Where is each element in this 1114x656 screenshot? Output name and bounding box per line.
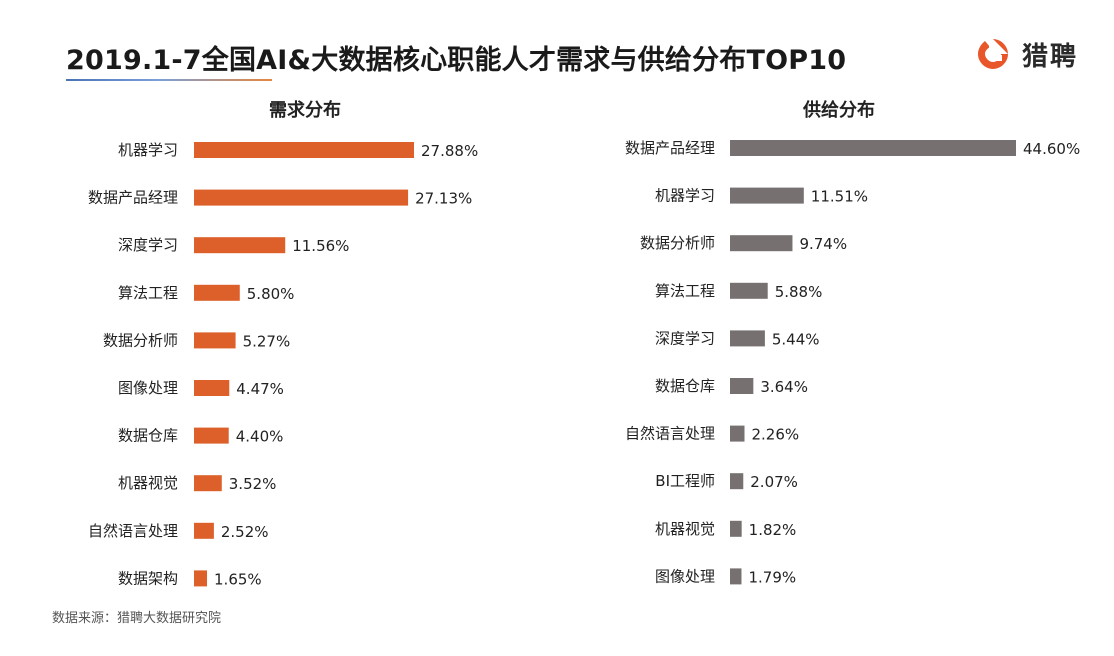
supply-category-label: 机器视觉 — [655, 520, 715, 538]
demand-value-label: 3.52% — [229, 475, 277, 493]
demand-bar — [194, 189, 409, 206]
supply-bar — [730, 473, 744, 490]
demand-category-label: 机器学习 — [118, 141, 178, 159]
supply-bar — [730, 425, 745, 442]
demand-category-label: 算法工程 — [118, 284, 178, 302]
brand-logo: 猎聘 — [976, 36, 1078, 72]
supply-category-label: 深度学习 — [655, 329, 715, 347]
supply-value-label: 2.26% — [751, 426, 799, 444]
supply-bar — [730, 187, 804, 204]
supply-bar — [730, 520, 742, 537]
data-source-note: 数据来源：猎聘大数据研究院 — [52, 611, 222, 626]
supply-bar — [730, 282, 768, 299]
supply-value-label: 2.07% — [750, 473, 798, 491]
demand-category-label: 自然语言处理 — [88, 522, 178, 540]
liepin-logo-icon — [978, 39, 1008, 69]
demand-chart-title: 需求分布 — [269, 100, 341, 121]
supply-category-label: 数据分析师 — [640, 234, 715, 252]
demand-bar — [194, 570, 208, 587]
supply-bar — [730, 235, 793, 252]
demand-bar — [194, 475, 222, 492]
supply-category-label: 算法工程 — [655, 282, 715, 300]
demand-value-label: 27.13% — [415, 190, 472, 208]
demand-category-label: 机器视觉 — [118, 474, 178, 492]
supply-category-label: 数据仓库 — [655, 377, 715, 395]
demand-bar — [194, 522, 214, 539]
demand-value-label: 4.47% — [236, 380, 284, 398]
supply-bar — [730, 568, 742, 585]
title-underline — [66, 79, 272, 81]
demand-bar — [194, 380, 230, 396]
supply-bar — [730, 378, 754, 394]
demand-bar — [194, 332, 236, 349]
supply-value-label: 9.74% — [799, 235, 847, 253]
demand-bar — [194, 284, 240, 301]
supply-value-label: 44.60% — [1023, 140, 1080, 158]
supply-value-label: 1.79% — [748, 568, 796, 586]
demand-value-label: 2.52% — [221, 523, 269, 541]
demand-category-label: 图像处理 — [118, 379, 178, 397]
demand-bar — [194, 142, 414, 158]
logo-text: 猎聘 — [1022, 41, 1079, 72]
demand-value-label: 1.65% — [214, 570, 262, 588]
demand-category-label: 数据产品经理 — [88, 189, 178, 207]
page-title: 2019.1-7全国AI&大数据核心职能人才需求与供给分布TOP10 — [66, 45, 847, 76]
demand-bar — [194, 427, 229, 444]
demand-value-label: 5.80% — [247, 285, 295, 303]
demand-category-label: 数据仓库 — [118, 427, 178, 445]
supply-category-label: 图像处理 — [655, 567, 715, 585]
demand-category-label: 深度学习 — [118, 236, 178, 254]
supply-category-label: BI工程师 — [655, 472, 715, 490]
demand-category-label: 数据分析师 — [103, 331, 178, 349]
supply-bar — [730, 330, 765, 347]
supply-bar — [730, 140, 1016, 156]
supply-value-label: 5.44% — [772, 330, 820, 348]
demand-value-label: 4.40% — [236, 428, 284, 446]
supply-chart-title: 供给分布 — [803, 100, 875, 121]
supply-value-label: 5.88% — [775, 283, 823, 301]
supply-category-label: 机器学习 — [655, 187, 715, 205]
demand-value-label: 11.56% — [292, 237, 349, 255]
demand-bar — [194, 237, 286, 254]
demand-value-label: 5.27% — [243, 332, 291, 350]
supply-value-label: 3.64% — [760, 378, 808, 396]
supply-category-label: 自然语言处理 — [625, 425, 715, 443]
demand-value-label: 27.88% — [421, 142, 478, 160]
supply-value-label: 1.82% — [749, 521, 797, 539]
supply-value-label: 11.51% — [811, 188, 868, 206]
demand-category-label: 数据架构 — [118, 569, 178, 587]
supply-category-label: 数据产品经理 — [625, 139, 715, 157]
